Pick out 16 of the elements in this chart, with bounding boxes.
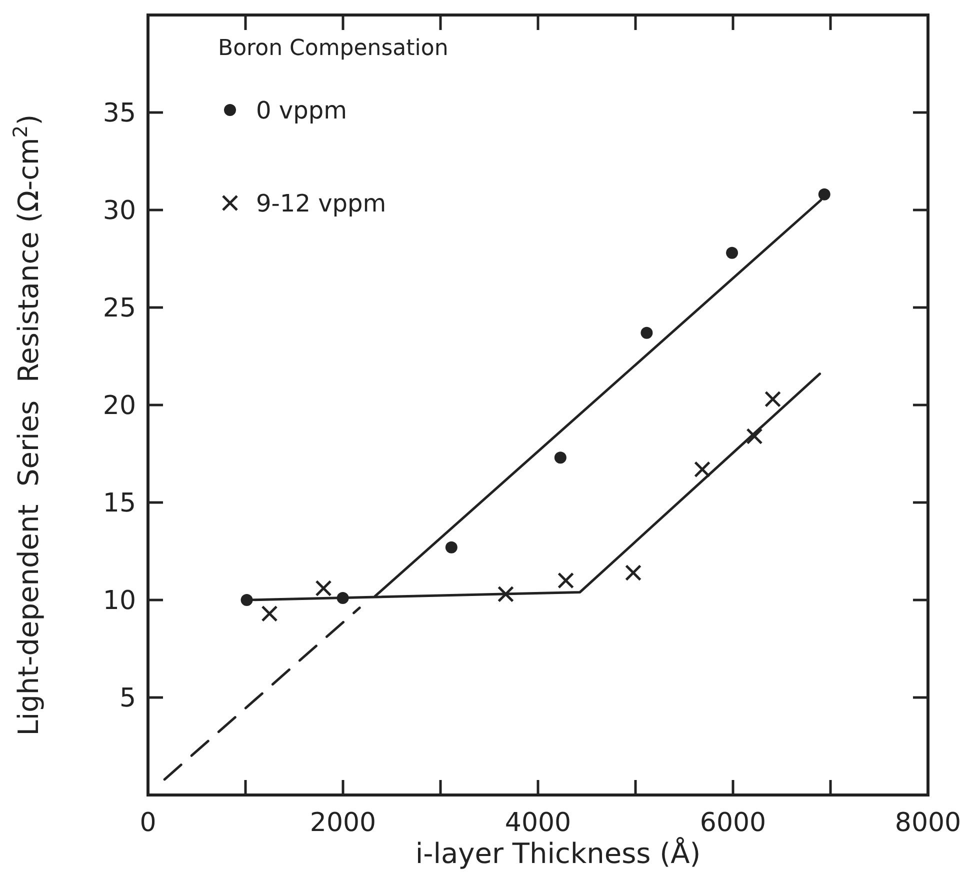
y-tick-label: 30 — [102, 196, 136, 226]
x-tick-label: 6000 — [700, 808, 766, 838]
x-tick-label: 0 — [140, 808, 156, 838]
legend-title: Boron Compensation — [218, 36, 448, 61]
x-tick-label: 2000 — [310, 808, 376, 838]
y-tick-label: 35 — [102, 98, 136, 129]
y-tick-label: 15 — [102, 488, 136, 519]
legend-label: 0 vppm — [256, 96, 347, 124]
legend-label: 9-12 vppm — [256, 189, 386, 218]
y-tick-label: 20 — [102, 391, 136, 422]
y-tick-label: 5 — [119, 684, 136, 714]
x-tick-label: 4000 — [504, 808, 572, 838]
x-tick-label: 8000 — [894, 808, 962, 838]
x-axis-title: i-layer Thickness (Å) — [415, 837, 701, 870]
y-tick-label: 10 — [102, 586, 136, 616]
y-tick-label: 25 — [102, 294, 136, 324]
